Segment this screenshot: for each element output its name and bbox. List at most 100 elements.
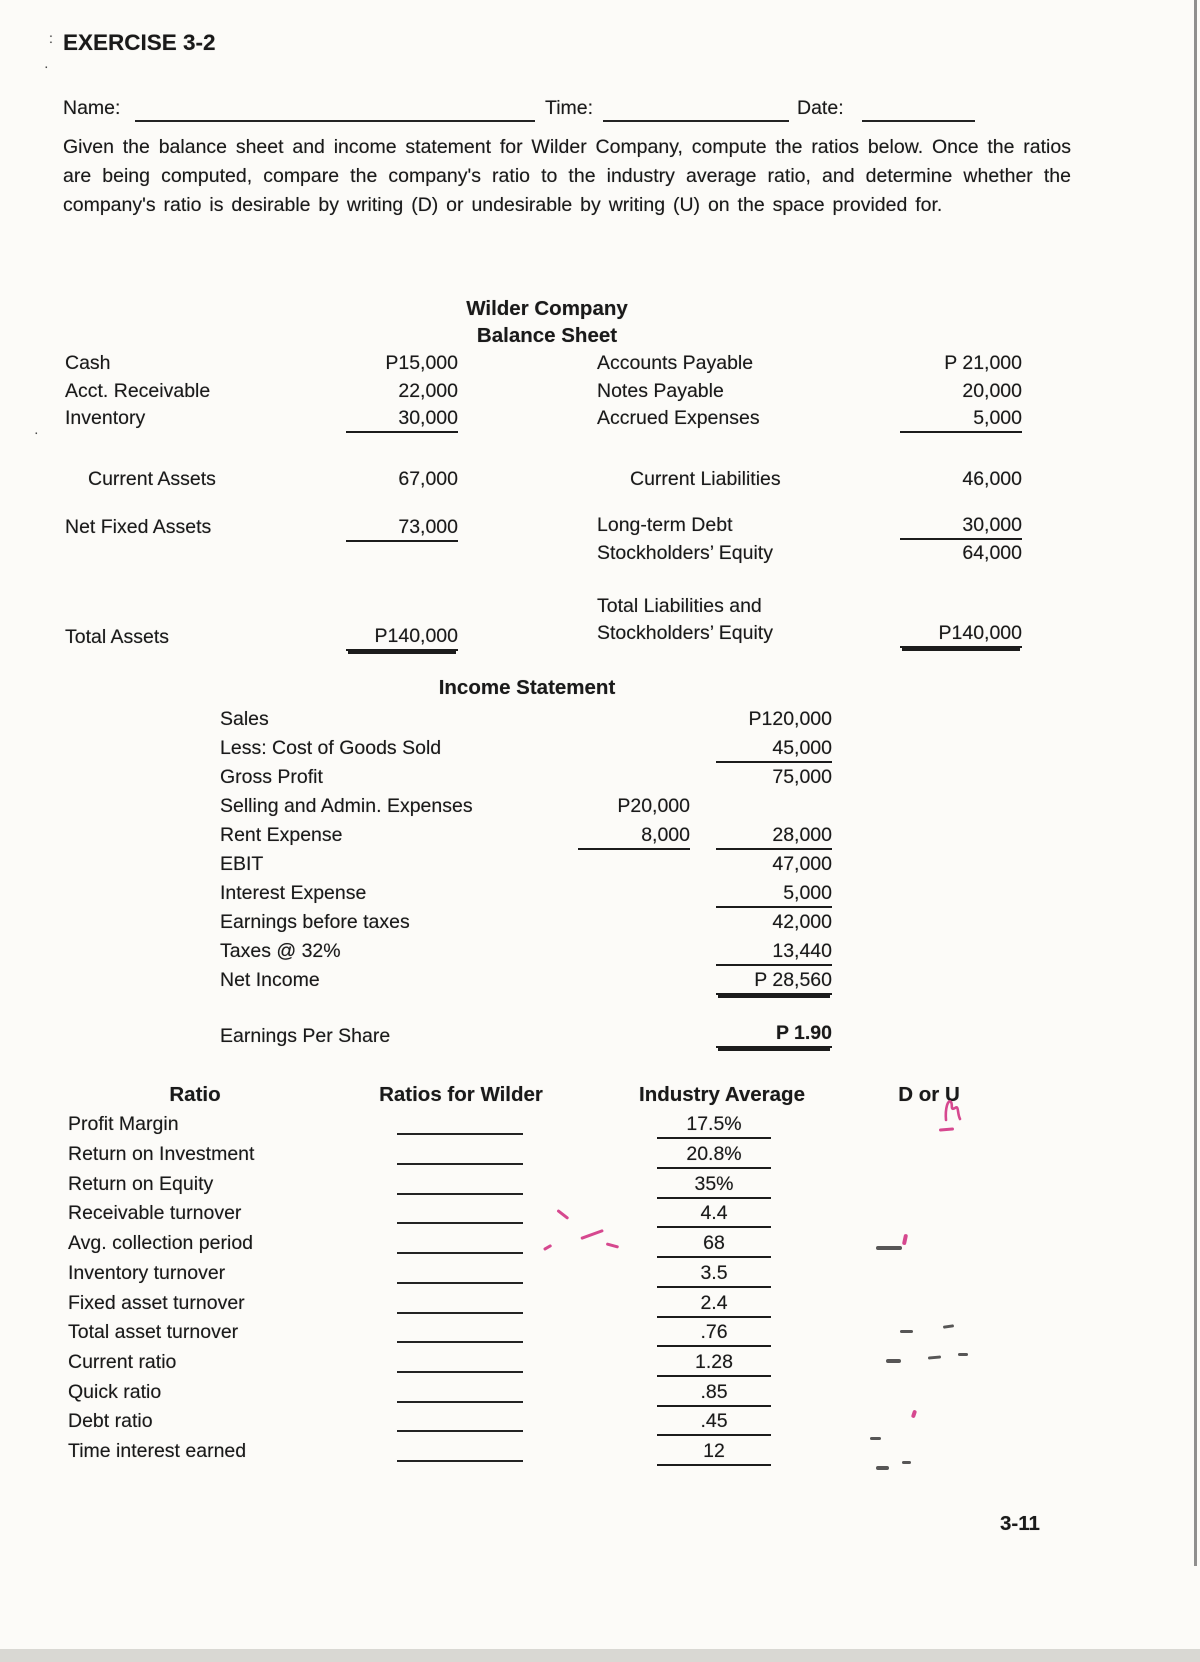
- bs-equity-label: Stockholders’ Equity: [597, 542, 773, 564]
- bs-cash-label: Cash: [65, 352, 111, 374]
- pink-pen-scribble: [580, 1228, 604, 1240]
- bs-notes-payable-label: Notes Payable: [597, 380, 724, 402]
- bs-total-assets-label: Total Assets: [65, 626, 170, 648]
- page-number: 3-11: [1000, 1512, 1040, 1535]
- is-cogs-label: Less: Cost of Goods Sold: [220, 737, 442, 759]
- is-ebit-value: 47,000: [772, 853, 832, 875]
- is-admin-expenses-value: P20,000: [617, 795, 690, 817]
- industry-average-value: 68: [657, 1232, 771, 1258]
- scan-footer-bar: [0, 1649, 1200, 1662]
- wilder-ratio-blank[interactable]: [397, 1232, 523, 1254]
- wilder-ratio-blank[interactable]: [397, 1410, 523, 1432]
- pink-pen-scribble: [605, 1242, 620, 1249]
- pencil-dash: [870, 1437, 881, 1440]
- ratios-for-wilder-header: Ratios for Wilder: [379, 1083, 543, 1106]
- pencil-dash: [876, 1246, 902, 1250]
- bs-current-liabilities-value: 46,000: [962, 468, 1022, 490]
- name-label: Name:: [63, 97, 121, 119]
- bs-inventory-label: Inventory: [65, 407, 146, 429]
- is-eps-label: Earnings Per Share: [220, 1025, 391, 1047]
- wilder-ratio-blank[interactable]: [397, 1381, 523, 1403]
- pencil-dash: [886, 1359, 901, 1363]
- is-cogs-value: 45,000: [716, 737, 832, 763]
- balance-sheet-title: Balance Sheet: [476, 324, 618, 347]
- is-gross-profit-label: Gross Profit: [220, 766, 323, 788]
- wilder-ratio-blank[interactable]: [397, 1113, 523, 1135]
- ratio-label: Current ratio: [68, 1351, 177, 1373]
- scan-speck: :: [49, 30, 53, 46]
- is-interest-label: Interest Expense: [220, 882, 367, 904]
- bs-accrued-value: 5,000: [900, 407, 1022, 433]
- is-admin-expenses-label: Selling and Admin. Expenses: [220, 795, 473, 817]
- pencil-dash: [902, 1461, 911, 1464]
- page-title: EXERCISE 3-2: [63, 30, 216, 55]
- ratio-label: Quick ratio: [68, 1381, 162, 1403]
- scan-speck: ·: [34, 424, 39, 440]
- industry-average-value: .45: [657, 1410, 771, 1436]
- ratio-label: Receivable turnover: [68, 1202, 242, 1224]
- industry-average-value: 17.5%: [657, 1113, 771, 1139]
- bs-total-liab-value: P140,000: [900, 622, 1022, 648]
- is-ebit-label: EBIT: [220, 853, 264, 875]
- d-or-u-header: D or U: [898, 1083, 960, 1106]
- industry-average-value: 12: [657, 1440, 771, 1466]
- pencil-dash: [927, 1355, 942, 1360]
- wilder-ratio-blank[interactable]: [397, 1440, 523, 1462]
- income-statement-title: Income Statement: [438, 676, 616, 699]
- ratio-label: Return on Investment: [68, 1143, 255, 1165]
- time-label: Time:: [545, 97, 594, 119]
- wilder-ratio-blank[interactable]: [397, 1143, 523, 1165]
- is-taxes-value: 13,440: [716, 940, 832, 966]
- is-sales-label: Sales: [220, 708, 269, 730]
- bs-net-fixed-value: 73,000: [346, 516, 458, 542]
- bs-receivable-value: 22,000: [398, 380, 458, 402]
- bs-inventory-value: 30,000: [346, 407, 458, 433]
- bs-total-liab-label-line2: Stockholders’ Equity: [597, 622, 773, 644]
- ratio-header: Ratio: [169, 1083, 221, 1106]
- pink-pen-dash: [938, 1127, 955, 1132]
- industry-average-value: .76: [657, 1321, 771, 1347]
- wilder-ratio-blank[interactable]: [397, 1351, 523, 1373]
- industry-average-value: 35%: [657, 1173, 771, 1199]
- industry-average-value: 3.5: [657, 1262, 771, 1288]
- bs-long-term-debt-label: Long-term Debt: [597, 514, 733, 536]
- pink-pen-tick: [910, 1409, 918, 1419]
- industry-average-header: Industry Average: [639, 1083, 805, 1106]
- name-blank-line[interactable]: [135, 100, 535, 122]
- pink-pen-check-mark: [944, 1100, 962, 1122]
- wilder-ratio-blank[interactable]: [397, 1321, 523, 1343]
- scan-edge-line: [1194, 0, 1197, 1566]
- ratio-label: Debt ratio: [68, 1410, 153, 1432]
- ratio-label: Time interest earned: [68, 1440, 247, 1462]
- is-rent-value-inner: 8,000: [578, 824, 690, 850]
- bs-accounts-payable-value: P 21,000: [944, 352, 1022, 374]
- time-blank-line[interactable]: [603, 100, 789, 122]
- ratio-label: Inventory turnover: [68, 1262, 226, 1284]
- is-gross-profit-value: 75,000: [772, 766, 832, 788]
- wilder-ratio-blank[interactable]: [397, 1262, 523, 1284]
- pencil-dash: [958, 1353, 968, 1356]
- is-rent-value-total: 28,000: [716, 824, 832, 850]
- pink-pen-tick: [901, 1233, 908, 1246]
- is-sales-value: P120,000: [748, 708, 833, 730]
- pencil-dash: [942, 1324, 955, 1329]
- instructions-paragraph: Given the balance sheet and income state…: [63, 136, 1071, 216]
- pink-pen-scribble: [556, 1208, 570, 1220]
- bs-receivable-label: Acct. Receivable: [65, 380, 211, 402]
- is-net-income-label: Net Income: [220, 969, 320, 991]
- date-blank-line[interactable]: [862, 100, 975, 122]
- wilder-ratio-blank[interactable]: [397, 1202, 523, 1224]
- is-interest-value: 5,000: [716, 882, 832, 908]
- company-name: Wilder Company: [466, 297, 628, 320]
- is-rent-label: Rent Expense: [220, 824, 343, 846]
- industry-average-value: 20.8%: [657, 1143, 771, 1169]
- bs-total-liab-label-line1: Total Liabilities and: [597, 595, 762, 617]
- bs-notes-payable-value: 20,000: [962, 380, 1022, 402]
- bs-cash-value: P15,000: [385, 352, 458, 374]
- wilder-ratio-blank[interactable]: [397, 1292, 523, 1314]
- pencil-dash: [876, 1466, 889, 1470]
- ratio-label: Profit Margin: [68, 1113, 179, 1135]
- wilder-ratio-blank[interactable]: [397, 1173, 523, 1195]
- ratio-label: Avg. collection period: [68, 1232, 254, 1254]
